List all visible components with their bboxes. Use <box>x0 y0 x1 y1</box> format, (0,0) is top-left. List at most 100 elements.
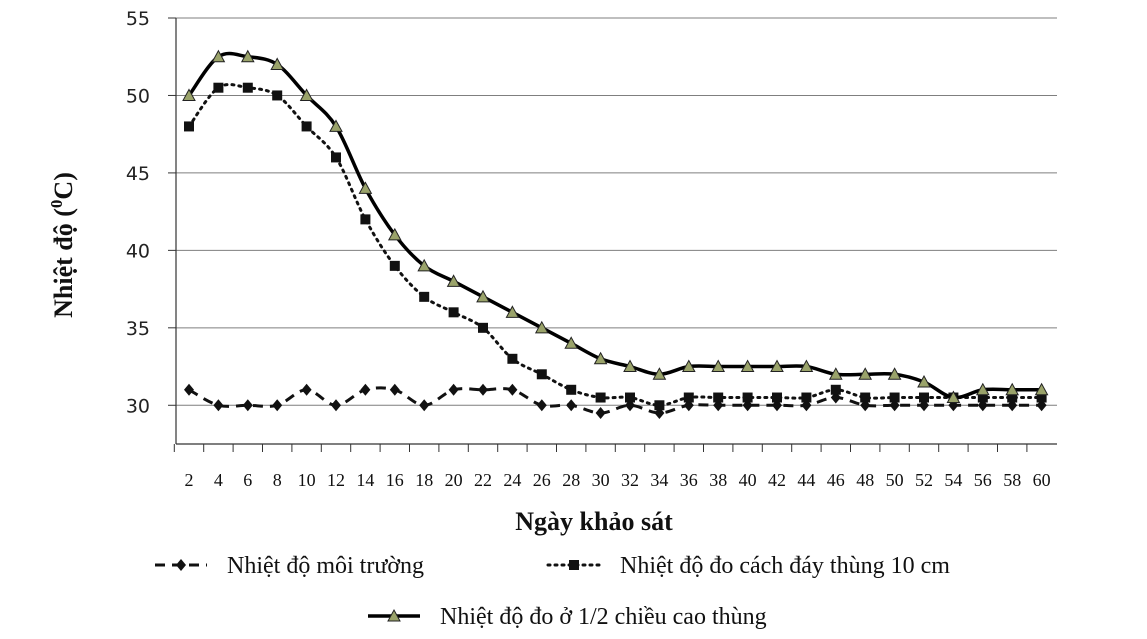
data-point-square <box>1036 392 1047 403</box>
data-point-triangle <box>240 49 255 63</box>
x-tick-label: 44 <box>797 470 815 490</box>
y-tick-label: 30 <box>126 395 150 417</box>
data-point-square <box>772 392 782 403</box>
x-tick-label: 60 <box>1033 470 1051 490</box>
x-tick-label: 16 <box>386 470 404 490</box>
x-tick-label: 42 <box>768 470 786 490</box>
data-point-square <box>213 82 224 93</box>
legend-label: Nhiệt độ đo cách đáy thùng 10 cm <box>620 553 950 579</box>
data-point-square <box>331 152 341 163</box>
legend-item: Nhiệt độ môi trường <box>155 553 424 579</box>
x-tick-label: 24 <box>503 470 521 490</box>
data-point-triangle <box>975 382 990 396</box>
data-point-diamond <box>213 399 224 412</box>
data-point-triangle <box>1005 382 1020 396</box>
x-tick-label: 30 <box>592 470 610 490</box>
x-tick-label: 40 <box>739 470 757 490</box>
y-axis-title-sup: 0 <box>47 200 66 209</box>
data-point-square <box>683 392 694 403</box>
legend: Nhiệt độ môi trường Nhiệt độ đo cách đáy … <box>155 553 950 630</box>
data-point-diamond <box>507 383 518 396</box>
data-point-triangle <box>387 227 402 241</box>
y-axis-title-main: Nhiệt độ ( <box>49 208 78 318</box>
data-point-triangle <box>946 390 961 404</box>
axes <box>173 18 1057 452</box>
x-tick-label: 38 <box>709 470 727 490</box>
x-tick-label: 56 <box>974 470 992 490</box>
data-point-triangle <box>358 181 373 194</box>
data-point-diamond <box>242 399 253 412</box>
data-point-triangle <box>681 359 696 373</box>
x-tick-label: 18 <box>415 470 433 490</box>
x-tick-label: 28 <box>562 470 580 490</box>
y-axis-title: Nhiệt độ (0C) <box>47 172 78 318</box>
x-tick-label: 58 <box>1003 470 1021 490</box>
data-point-square <box>566 384 577 395</box>
x-tick-label: 22 <box>474 470 492 490</box>
data-point-diamond <box>184 383 194 396</box>
data-point-square <box>889 392 900 403</box>
x-axis-title: Ngày khảo sát <box>515 507 673 536</box>
data-point-triangle <box>270 57 285 70</box>
data-point-triangle <box>329 119 343 132</box>
data-point-triangle <box>446 274 461 287</box>
data-point-triangle <box>476 289 490 303</box>
x-tick-label: 46 <box>827 470 845 490</box>
data-point-triangle <box>711 359 726 373</box>
data-point-square <box>448 307 459 318</box>
x-tick-label: 10 <box>298 470 316 490</box>
data-point-triangle <box>417 258 432 272</box>
data-point-diamond <box>301 383 312 396</box>
x-tick-label: 6 <box>243 470 252 490</box>
data-point-triangle <box>182 88 196 101</box>
y-tick-label: 45 <box>126 163 150 185</box>
data-point-triangle <box>534 320 549 334</box>
data-point-square <box>801 392 812 403</box>
y-tick-label: 40 <box>126 240 150 262</box>
series-solid <box>182 49 1049 404</box>
data-point-diamond <box>331 399 341 412</box>
series-group <box>182 49 1049 420</box>
data-point-diamond <box>389 383 400 396</box>
gridlines <box>168 17 1057 406</box>
data-point-triangle <box>564 336 579 349</box>
x-tick-label: 32 <box>621 470 639 490</box>
data-point-square <box>272 90 283 101</box>
x-tick-label: 34 <box>650 470 668 490</box>
data-point-diamond <box>566 399 577 412</box>
data-point-square <box>742 392 753 403</box>
data-point-square <box>360 214 371 225</box>
y-tick-label: 50 <box>126 85 150 107</box>
data-point-square <box>625 392 635 403</box>
y-axis-title-unit: C) <box>49 172 78 199</box>
data-point-triangle <box>623 359 637 373</box>
data-point-square <box>830 384 841 395</box>
legend-item: Nhiệt độ đo ở 1/2 chiều cao thùng <box>368 604 767 630</box>
legend-label: Nhiệt độ đo ở 1/2 chiều cao thùng <box>440 604 767 630</box>
x-tick-label: 54 <box>944 470 962 490</box>
x-tick-label: 14 <box>356 470 374 490</box>
x-tick-label: 8 <box>273 470 282 490</box>
data-point-triangle <box>387 608 401 622</box>
data-point-triangle <box>917 374 931 388</box>
data-point-square <box>569 560 579 570</box>
series-line <box>187 83 1044 407</box>
data-point-diamond <box>448 383 459 396</box>
x-tick-label: 4 <box>214 470 223 490</box>
series-dashed <box>184 383 1047 420</box>
data-point-square <box>184 121 194 132</box>
data-point-diamond <box>176 559 186 571</box>
series-line <box>188 386 1042 415</box>
data-point-square <box>242 82 253 93</box>
data-point-square <box>419 291 430 302</box>
data-point-triangle <box>740 359 755 373</box>
data-point-square <box>389 260 400 271</box>
data-point-triangle <box>828 367 843 380</box>
data-point-square <box>301 121 312 132</box>
x-tick-label: 52 <box>915 470 933 490</box>
data-point-square <box>654 400 665 411</box>
series-line <box>187 51 1042 400</box>
data-point-square <box>536 369 547 380</box>
x-tick-label: 50 <box>886 470 904 490</box>
x-tick-label: 48 <box>856 470 874 490</box>
